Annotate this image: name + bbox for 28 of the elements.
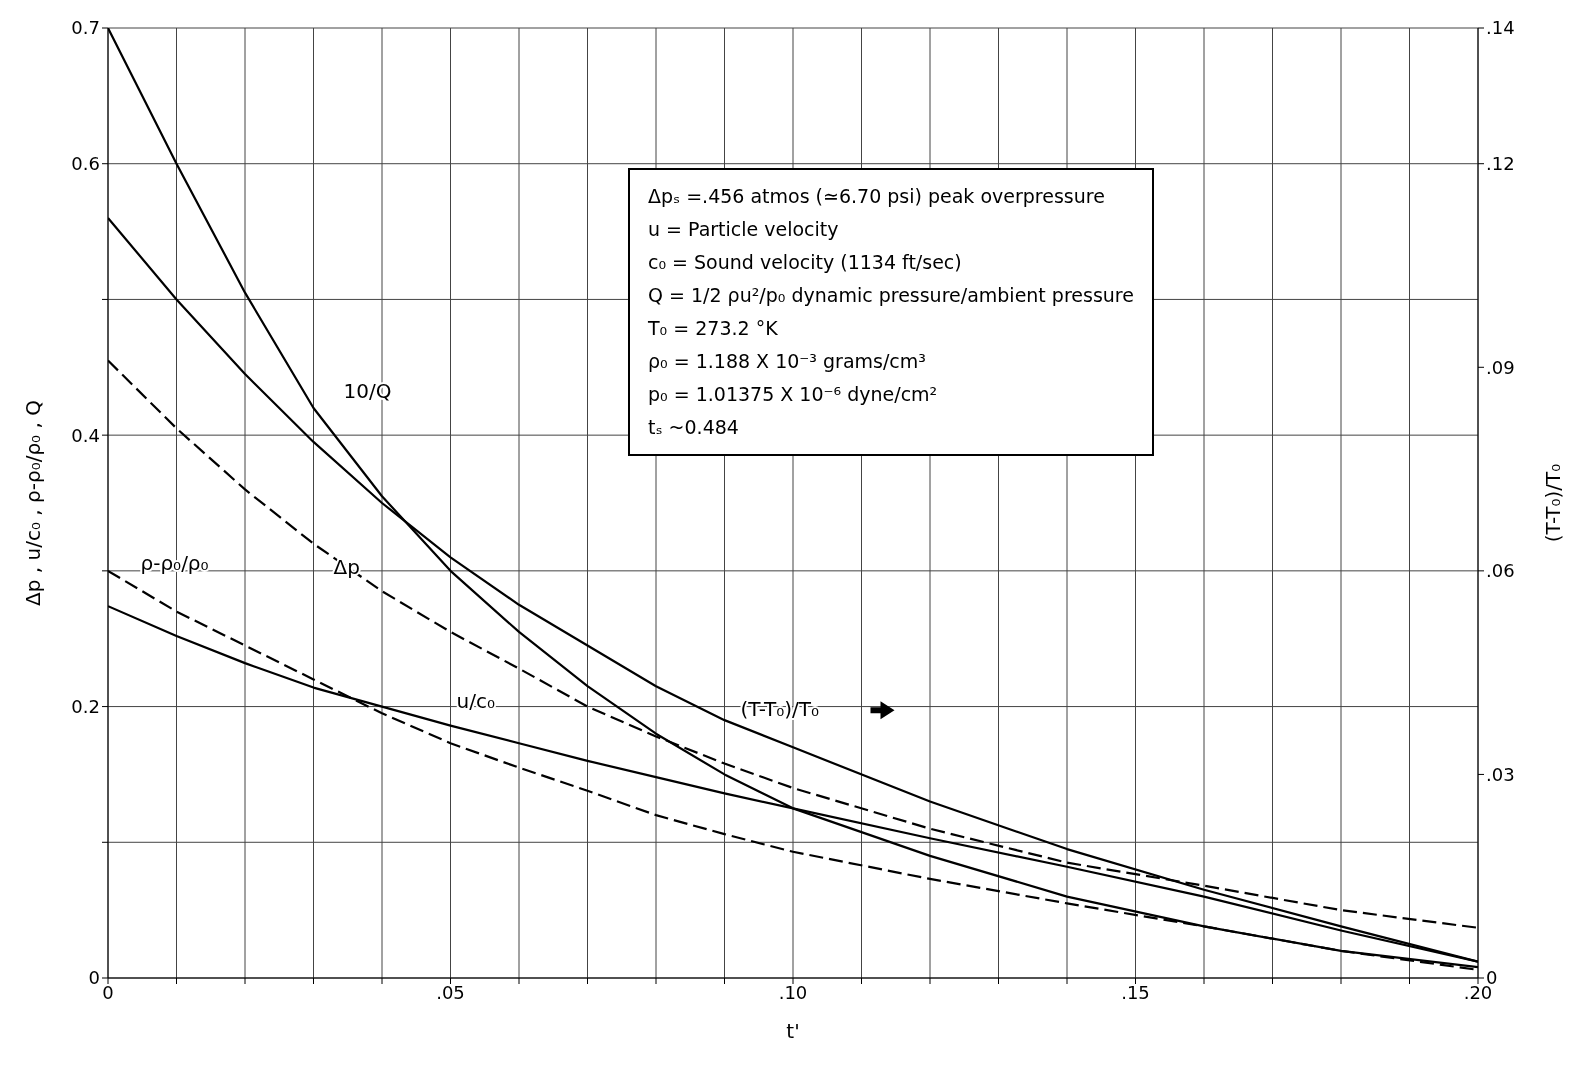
y2-tick-label: .03 [1486, 763, 1515, 785]
series-label: 10/Q [343, 379, 392, 403]
annotation: u = Particle velocity [648, 217, 840, 242]
annotation: Q = 1/2 ρu²/p₀ dynamic pressure/ambient pressure [648, 283, 1134, 308]
y2-tick-label: .12 [1486, 153, 1515, 175]
annotation: c₀ = Sound velocity (1134 ft/sec) [648, 250, 963, 275]
x-tick-label: .05 [436, 981, 465, 1003]
y-tick-label: 0.7 [71, 17, 100, 39]
x-axis-title: t' [786, 1019, 800, 1043]
y-axis-title: Δp , u/c₀ , ρ-ρ₀/ρ₀ , Q [21, 400, 46, 606]
y-tick-label: 0.4 [71, 424, 100, 446]
annotation: p₀ = 1.01375 X 10⁻⁶ dyne/cm² [648, 382, 939, 407]
y2-axis-title: (T-T₀)/T₀ [1541, 463, 1566, 543]
annotation: T₀ = 273.2 °K [648, 316, 779, 341]
y-tick-label: 0 [88, 967, 100, 989]
annotation: Δpₛ =.456 atmos (≃6.70 psi) peak overpressure [648, 184, 1106, 209]
y2-tick-label: .09 [1486, 356, 1515, 378]
y2-tick-label: .14 [1486, 17, 1515, 39]
x-tick-label: 0 [102, 981, 114, 1003]
y-tick-label: 0.2 [71, 695, 100, 717]
y2-tick-label: .06 [1486, 560, 1515, 582]
series-label: u/c₀ [456, 688, 495, 713]
x-tick-label: .15 [1121, 981, 1150, 1003]
series-label: Δp [333, 554, 360, 579]
x-tick-label: .10 [778, 981, 808, 1003]
y-tick-label: 0.6 [71, 153, 100, 175]
annotation: tₛ ~0.484 [648, 415, 740, 440]
annotation: ρ₀ = 1.188 X 10⁻³ grams/cm³ [648, 349, 927, 374]
